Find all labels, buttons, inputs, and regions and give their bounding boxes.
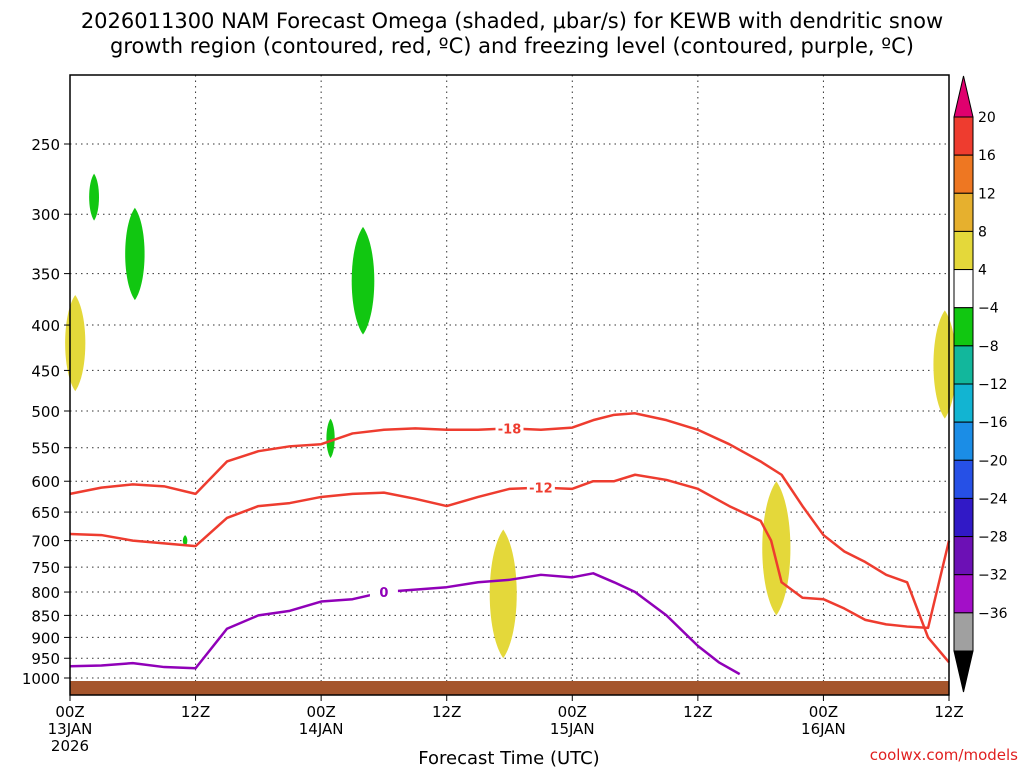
y-tick-label-850: 850 [31, 607, 60, 625]
terrain-ground-band [70, 681, 949, 695]
x-tick-label-60-1: 12Z [683, 703, 712, 721]
colorbar-label-6: −8 [978, 339, 999, 355]
colorbar-bottom-arrow [953, 650, 974, 693]
y-tick-label-450: 450 [31, 362, 60, 380]
contour-line--12 [69, 473, 951, 630]
x-tick-label-24-1: 00Z [306, 703, 335, 721]
y-tick-label-250: 250 [31, 136, 60, 154]
colorbar-segment-14 [953, 612, 974, 652]
temperature-contours: -18 -12 0 [69, 412, 951, 676]
y-tick-label-700: 700 [31, 533, 60, 551]
source-credit: coolwx.com/models [870, 746, 1018, 764]
omega-region-downward-3 [489, 529, 517, 659]
contour-label--18: -18 [498, 422, 522, 437]
colorbar-label-8: −16 [978, 415, 1008, 431]
omega-region-upward-2 [125, 207, 145, 301]
contour-label--12: -12 [529, 482, 553, 497]
grid-lines [69, 75, 950, 695]
colorbar-segment-5 [953, 269, 974, 309]
colorbar-label-13: −36 [978, 606, 1008, 622]
y-axis-tick-labels: 250 300 350 400 450 500 550 600 650 700 750 800 850 9… [22, 136, 70, 688]
y-tick-label-950: 950 [31, 650, 60, 668]
x-axis-title: Forecast Time (UTC) [418, 748, 599, 768]
y-tick-label-750: 750 [31, 559, 60, 577]
x-tick-label-0-3: 2026 [51, 737, 89, 755]
omega-region-upward-4 [326, 418, 335, 459]
plot-frame [69, 74, 950, 696]
colorbar-label-10: −24 [978, 491, 1008, 507]
contour-label-0: 0 [379, 586, 388, 601]
colorbar-label-5: −4 [978, 301, 999, 317]
x-tick-label-36-1: 12Z [432, 703, 461, 721]
x-tick-label-72-1: 00Z [809, 703, 838, 721]
colorbar-segment-6 [953, 307, 974, 347]
colorbar-label-1: 16 [978, 148, 996, 164]
omega-region-downward-2 [933, 310, 957, 419]
y-tick-label-300: 300 [31, 206, 60, 224]
x-tick-label-0-1: 00Z [55, 703, 84, 721]
colorbar-segment-1 [953, 116, 974, 156]
x-tick-label-48-1: 00Z [558, 703, 587, 721]
y-tick-label-900: 900 [31, 629, 60, 647]
y-tick-label-650: 650 [31, 504, 60, 522]
colorbar-segment-10 [953, 459, 974, 499]
colorbar-top-arrow [953, 75, 974, 118]
colorbar-segment-7 [953, 345, 974, 385]
x-tick-label-0-2: 13JAN [48, 720, 93, 738]
colorbar-segment-4 [953, 230, 974, 271]
omega-region-upward-3 [351, 226, 375, 335]
y-tick-label-1000: 1000 [22, 670, 60, 688]
x-tick-label-24-2: 14JAN [299, 720, 344, 738]
colorbar-segment-9 [953, 421, 974, 461]
y-tick-label-600: 600 [31, 473, 60, 491]
x-tick-label-48-2: 15JAN [550, 720, 595, 738]
colorbar-label-12: −32 [978, 568, 1008, 584]
omega-region-downward-4 [762, 481, 791, 616]
contour-line--18 [69, 412, 950, 664]
colorbar-segment-11 [953, 497, 974, 538]
colorbar: 20 16 12 8 4 −4 −8 −12 −16 −20 −24 −28 −32 −36 [953, 75, 1008, 693]
colorbar-label-11: −28 [978, 530, 1008, 546]
contour-label-bg--18 [495, 420, 524, 436]
x-tick-label-12-1: 12Z [181, 703, 210, 721]
y-tick-label-550: 550 [31, 440, 60, 458]
omega-shading [65, 173, 957, 659]
contour-label-bg--12 [526, 479, 555, 495]
y-tick-label-350: 350 [31, 266, 60, 284]
colorbar-label-3: 8 [978, 224, 987, 240]
colorbar-label-2: 12 [978, 186, 996, 202]
x-tick-label-84-1: 12Z [934, 703, 963, 721]
colorbar-label-7: −12 [978, 377, 1008, 393]
chart-title-line-2: growth region (contoured, red, ºC) and f… [110, 34, 914, 58]
colorbar-label-9: −20 [978, 453, 1008, 469]
colorbar-segment-13 [953, 574, 974, 614]
y-tick-label-400: 400 [31, 317, 60, 335]
colorbar-label-0: 20 [978, 110, 996, 126]
omega-region-downward-1 [65, 295, 86, 392]
colorbar-segment-12 [953, 536, 974, 576]
x-tick-label-72-2: 16JAN [801, 720, 846, 738]
omega-region-upward-5 [182, 535, 188, 547]
colorbar-segment-2 [953, 154, 974, 194]
colorbar-segment-3 [953, 192, 974, 232]
y-tick-label-500: 500 [31, 403, 60, 421]
contour-label-bg-0 [369, 584, 398, 600]
chart-title-line-1: 2026011300 NAM Forecast Omega (shaded, μ… [81, 9, 943, 33]
omega-region-upward-1 [89, 173, 99, 221]
contour-line-0 [69, 572, 741, 676]
colorbar-label-4: 4 [978, 263, 987, 279]
colorbar-segment-8 [953, 383, 974, 423]
y-tick-label-800: 800 [31, 584, 60, 602]
